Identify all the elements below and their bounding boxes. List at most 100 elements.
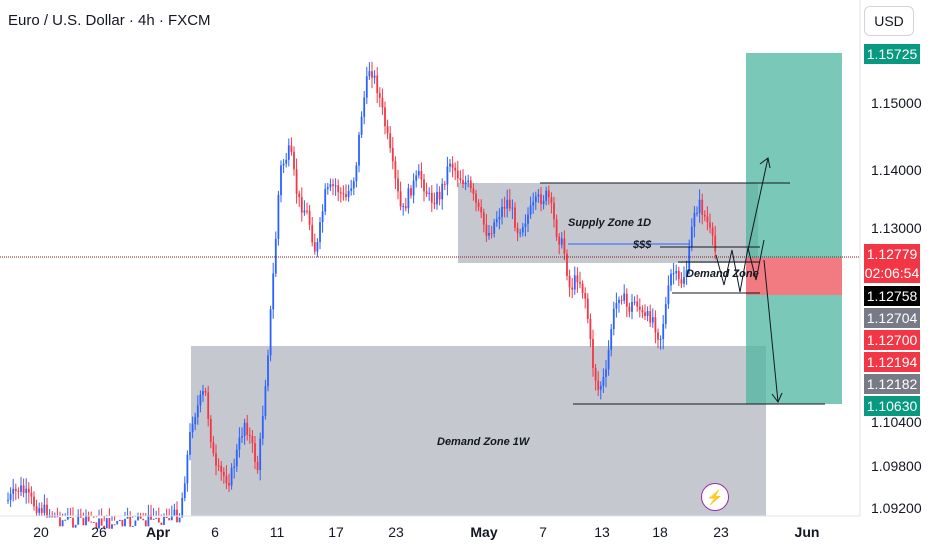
lightning-icon[interactable]: ⚡ xyxy=(701,483,729,511)
candle-body xyxy=(472,188,475,194)
supply-zone-label[interactable]: Supply Zone 1D xyxy=(568,217,651,229)
candle-body xyxy=(698,199,701,213)
candle-body xyxy=(118,519,121,521)
candle-body xyxy=(584,292,587,299)
candle-body xyxy=(267,355,269,387)
candle-body xyxy=(620,299,623,301)
candle-body xyxy=(251,436,254,444)
candle-body xyxy=(217,465,220,467)
time-label: 20 xyxy=(33,524,49,540)
candle-body xyxy=(540,194,542,205)
candle-body xyxy=(274,238,277,274)
currency-button[interactable]: USD xyxy=(864,6,914,36)
candle-body xyxy=(482,212,485,225)
candle-body xyxy=(285,159,288,164)
candle-body xyxy=(415,175,418,181)
candle-body xyxy=(30,492,33,497)
candle-body xyxy=(155,517,158,519)
chart-title[interactable]: Euro / U.S. Dollar · 4h · FXCM xyxy=(8,12,211,29)
projection-up-arrow[interactable] xyxy=(747,157,769,251)
time-label: 11 xyxy=(269,524,285,540)
candle-body xyxy=(147,514,150,527)
candle-body xyxy=(183,483,186,498)
candle-body xyxy=(456,170,459,179)
candle-body xyxy=(222,471,225,476)
candle-body xyxy=(204,391,207,393)
candle-body xyxy=(243,422,246,437)
candle-body xyxy=(706,216,709,223)
candle-body xyxy=(189,432,191,455)
candle-body xyxy=(300,197,303,213)
candle-body xyxy=(360,116,363,135)
candle-body xyxy=(254,443,256,462)
candle-body xyxy=(121,519,124,527)
candle-body xyxy=(407,188,410,209)
candle-body xyxy=(493,222,496,234)
demand-zone-weekly-box[interactable] xyxy=(191,346,766,516)
candle-body xyxy=(64,519,67,521)
candle-body xyxy=(61,520,64,527)
candle-body xyxy=(550,197,553,203)
candle-body xyxy=(69,516,72,518)
projection-path[interactable] xyxy=(715,239,765,293)
demand-zone-weekly-label[interactable]: Demand Zone 1W xyxy=(437,436,531,448)
candle-body xyxy=(638,306,641,311)
candle-body xyxy=(628,306,631,312)
candle-body xyxy=(371,71,373,78)
projection-down-arrow[interactable] xyxy=(763,259,779,403)
candle-body xyxy=(215,453,217,466)
candle-body xyxy=(220,465,223,472)
candle-body xyxy=(137,516,139,521)
target-zone[interactable] xyxy=(746,53,842,258)
candle-body xyxy=(657,332,659,340)
candle-body xyxy=(280,165,282,196)
candle-body xyxy=(391,147,394,162)
candle-body xyxy=(646,311,649,316)
candle-body xyxy=(631,302,633,312)
target-zone-lower[interactable] xyxy=(746,295,842,404)
candle-body xyxy=(287,145,290,160)
stop-zone[interactable] xyxy=(746,258,842,295)
candle-body xyxy=(425,191,428,194)
candle-body xyxy=(547,190,550,198)
candle-body xyxy=(298,193,301,198)
demand-zone-label[interactable]: Demand Zone xyxy=(686,268,759,280)
candle-body xyxy=(350,188,353,191)
candle-body xyxy=(558,236,561,245)
candle-body xyxy=(711,227,714,236)
candle-body xyxy=(399,191,402,207)
supply-zone-box[interactable] xyxy=(458,183,758,263)
time-label: 18 xyxy=(652,524,668,540)
candle-body xyxy=(100,518,103,526)
time-label: 17 xyxy=(328,524,344,540)
candle-body xyxy=(659,338,662,340)
liquidity-label[interactable]: $$$ xyxy=(632,239,652,251)
candle-body xyxy=(386,126,389,134)
time-label: May xyxy=(470,524,498,540)
candle-body xyxy=(282,163,285,166)
candle-body xyxy=(693,212,696,227)
candle-body xyxy=(644,312,646,316)
candle-body xyxy=(116,520,119,525)
candle-body xyxy=(337,185,340,193)
candle-body xyxy=(368,71,371,77)
candle-body xyxy=(381,97,384,108)
price-tick: 1.10400 xyxy=(871,414,922,430)
candle-body xyxy=(560,238,563,245)
candle-body xyxy=(529,205,532,215)
candle-body xyxy=(490,233,493,235)
candle-body xyxy=(404,206,407,209)
candle-body xyxy=(384,107,386,127)
badge-entry-price: 1.12758 xyxy=(864,286,920,306)
candle-body xyxy=(670,273,672,286)
candle-body xyxy=(308,210,311,225)
candle-body xyxy=(209,418,212,443)
candle-body xyxy=(485,224,488,236)
candle-body xyxy=(376,75,379,94)
badge-target-price: 1.15725 xyxy=(864,44,920,64)
badge-last-price: 1.12779 xyxy=(864,244,920,264)
candle-body xyxy=(259,438,262,471)
candle-body xyxy=(202,391,204,395)
